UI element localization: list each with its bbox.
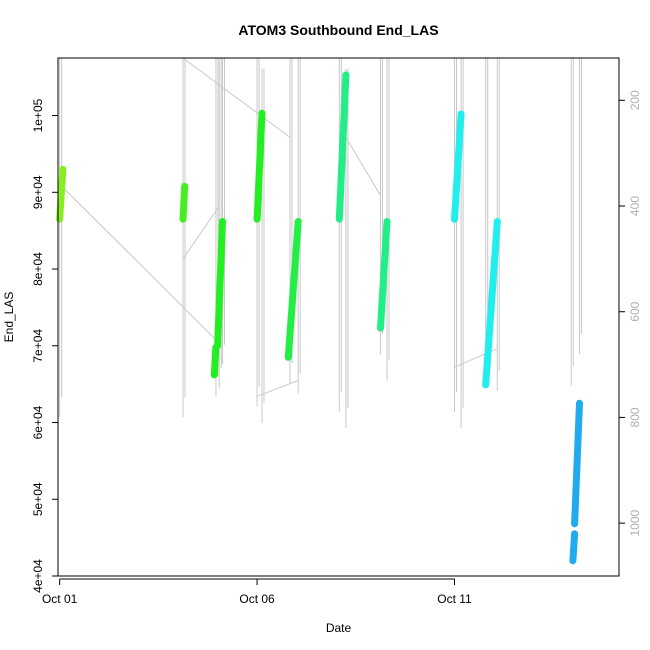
plot-frame	[57, 57, 620, 577]
y-tick-label: 1e+05	[31, 98, 45, 132]
x-axis: Oct 01 Oct 06 Oct 11	[42, 578, 472, 606]
y-tick-label: 8e+04	[31, 252, 45, 286]
trace-connector	[182, 205, 220, 260]
series-2	[210, 343, 220, 379]
series-8	[451, 110, 465, 223]
y2-tick-label: 800	[628, 407, 642, 427]
chart-title: ATOM3 Southbound End_LAS	[238, 22, 438, 38]
background-trace-layer	[59, 57, 583, 428]
series-0	[56, 165, 67, 223]
y2-tick-label: 200	[628, 90, 642, 110]
y-tick-label: 4e+04	[31, 559, 45, 593]
y-tick-label: 6e+04	[31, 405, 45, 439]
series-9	[482, 218, 501, 389]
series-11	[571, 399, 583, 528]
series-layer	[56, 71, 583, 565]
y-tick-label: 9e+04	[31, 175, 45, 209]
x-tick-label: Oct 01	[42, 592, 78, 606]
trace-connector	[62, 187, 215, 339]
y2-tick-label: 600	[628, 301, 642, 321]
x-axis-label: Date	[326, 621, 352, 635]
y-tick-label: 5e+04	[31, 482, 45, 516]
y2-tick-label: 400	[628, 196, 642, 216]
x-tick-label: Oct 06	[239, 592, 275, 606]
trace-connector	[345, 137, 381, 196]
y2-tick-label: 1000	[628, 509, 642, 536]
series-4	[253, 109, 266, 223]
y-axis-label: End_LAS	[2, 292, 16, 343]
series-7	[377, 218, 391, 332]
y-tick-label: 7e+04	[31, 329, 45, 363]
trace-connector	[256, 379, 299, 397]
x-tick-label: Oct 11	[437, 592, 472, 606]
series-5	[284, 218, 302, 361]
y2-axis: 200 400 600 800 1000	[618, 90, 642, 536]
y-axis: 4e+04 5e+04 6e+04 7e+04 8e+04 9e+04 1e+05	[31, 98, 59, 593]
trace-connector	[182, 57, 291, 138]
series-3	[214, 218, 226, 350]
series-10	[569, 530, 579, 565]
series-1	[179, 182, 189, 223]
series-6	[335, 71, 350, 223]
